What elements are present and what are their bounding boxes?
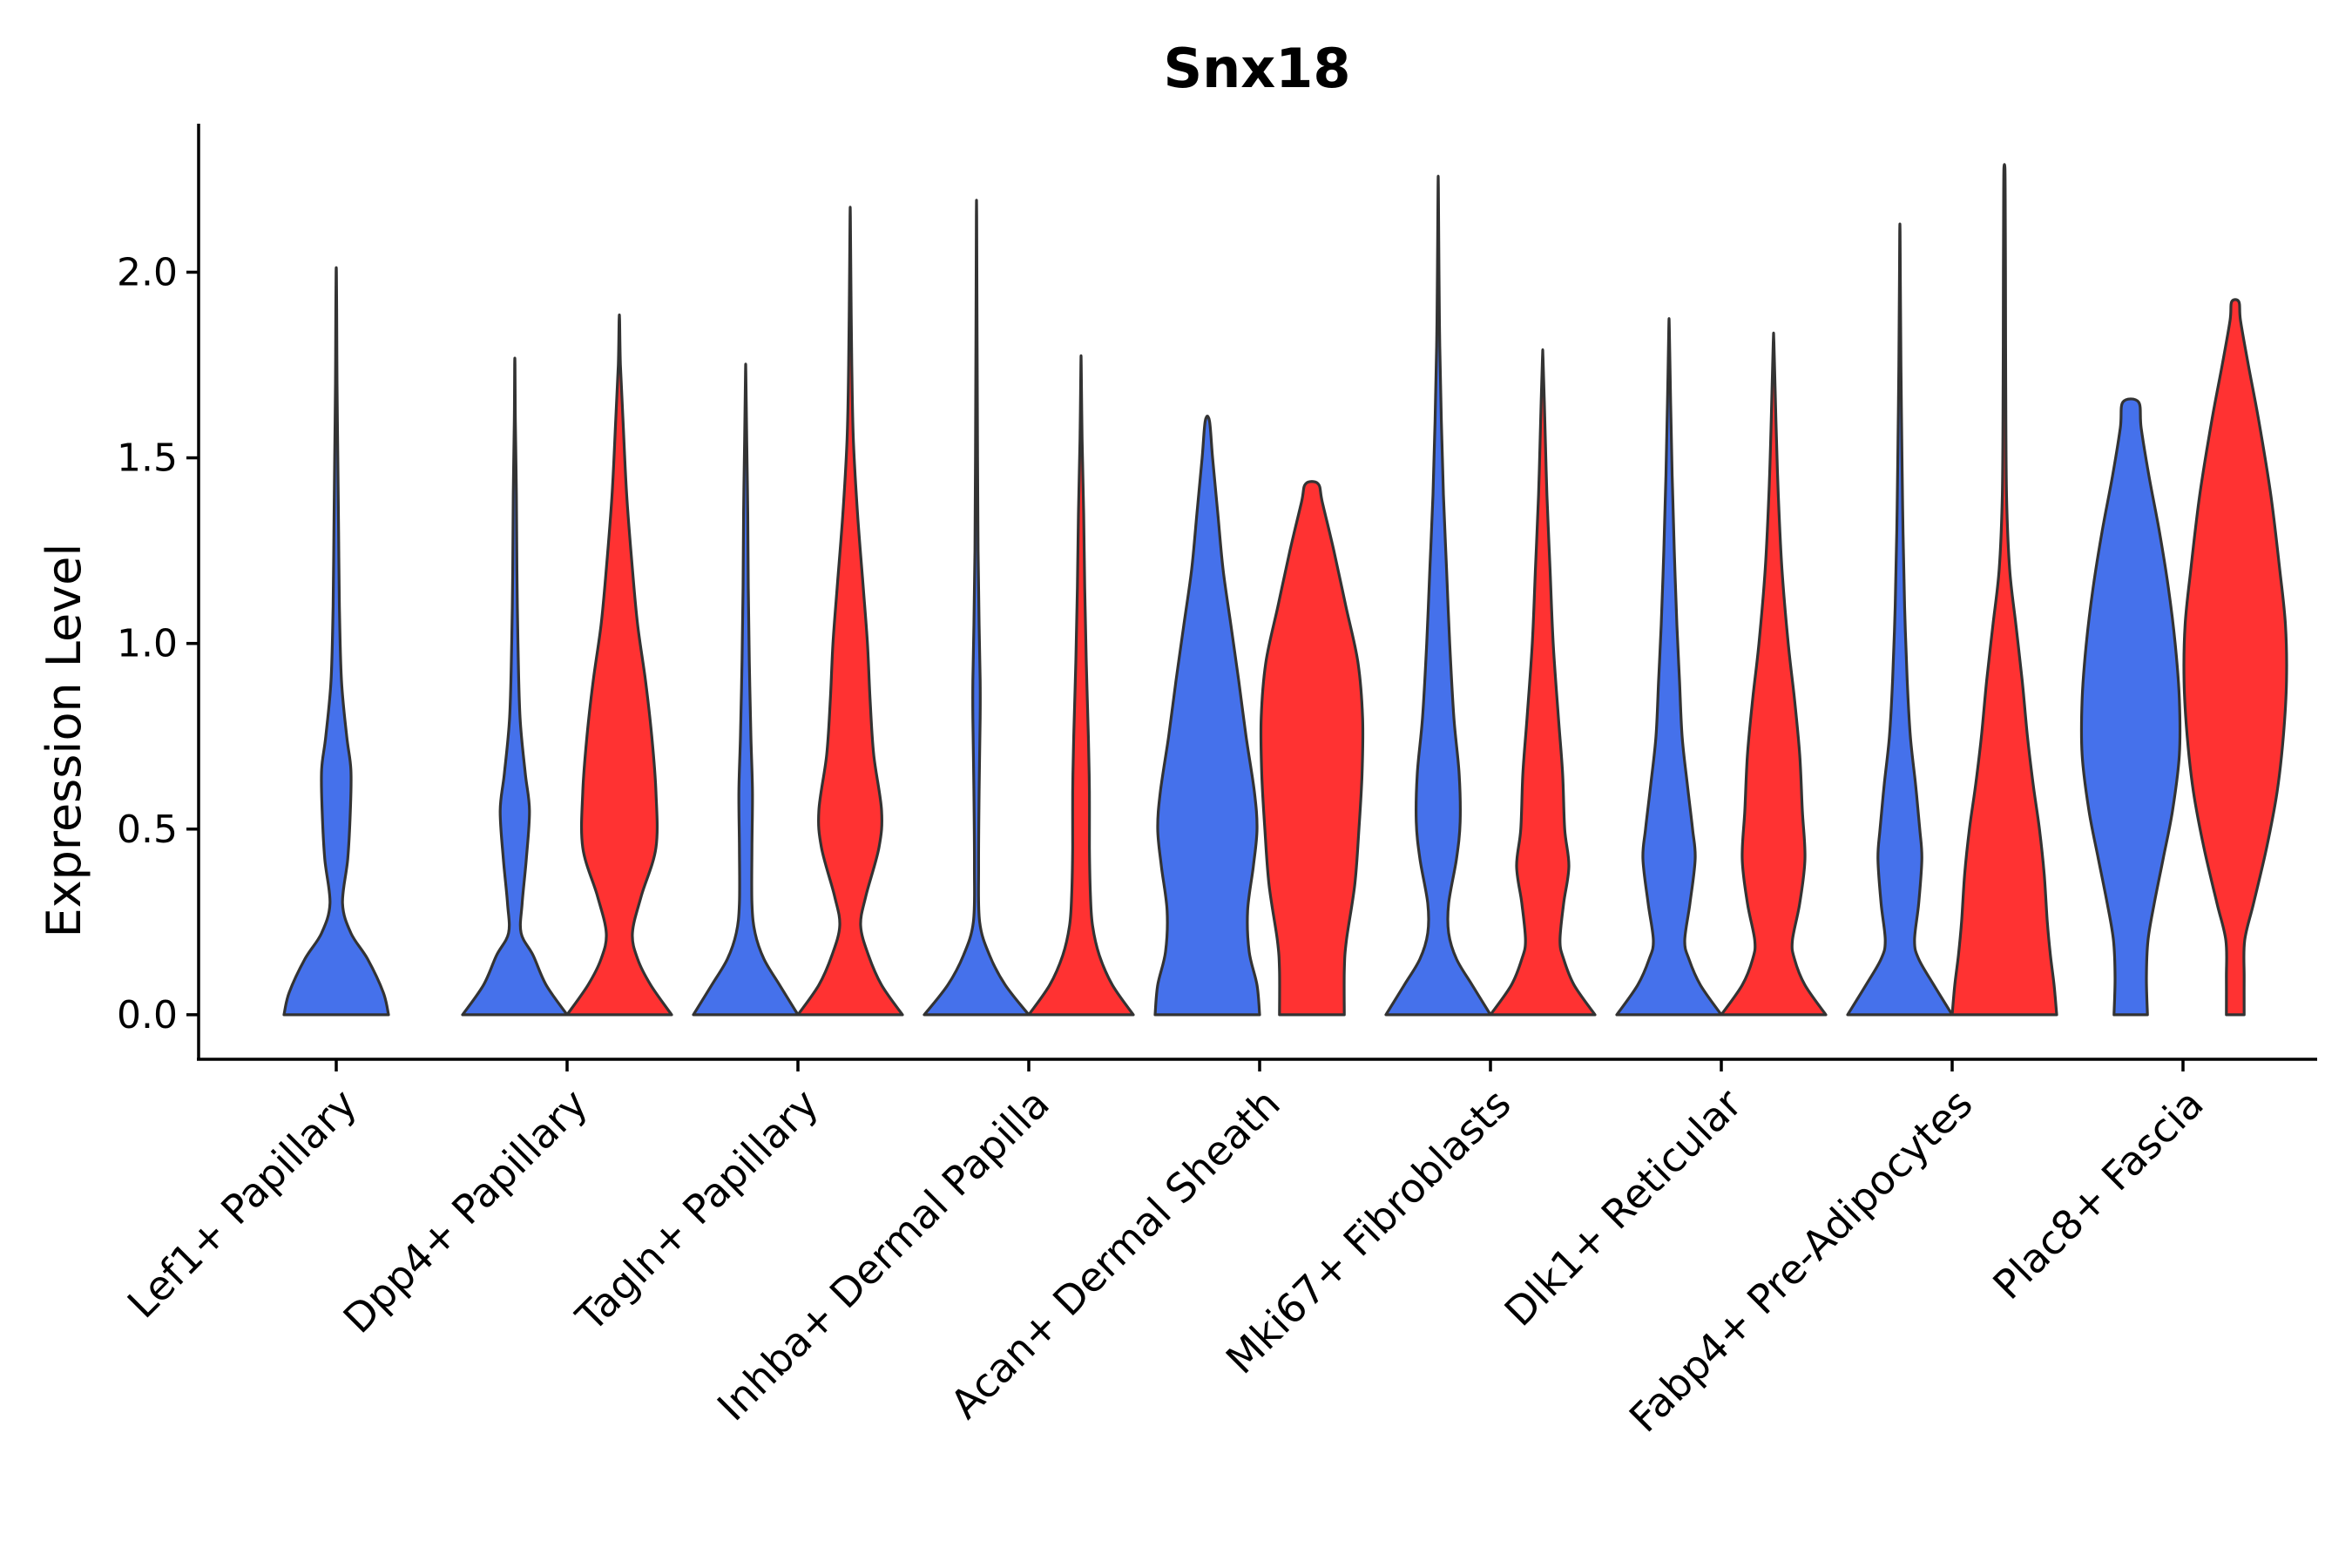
violin-inhba-dermal-papilla-group2	[1027, 354, 1135, 1017]
x-tick-label-dpp4-papillary: Dpp4+ Papillary	[335, 1080, 597, 1342]
y-tick-label: 0.5	[117, 808, 178, 852]
violin-dlk1-reticular-group1	[1615, 317, 1723, 1017]
y-axis-label: Expression Level	[37, 544, 91, 938]
y-tick-label: 0.0	[117, 993, 178, 1037]
violin-mki67-fibroblasts-group1	[1384, 174, 1492, 1017]
y-tick-label: 1.0	[117, 622, 178, 666]
x-tick-label-tagln-papillary: Tagln+ Papillary	[566, 1080, 828, 1342]
x-tick-label-lef1-papillary: Lef1+ Papillary	[118, 1080, 366, 1328]
violin-mki67-fibroblasts-group2	[1489, 348, 1597, 1017]
violin-dlk1-reticular-group2	[1720, 331, 1828, 1017]
chart-title: Snx18	[1163, 37, 1350, 100]
violin-dpp4-papillary-group2	[565, 313, 673, 1017]
violin-lef1-papillary-group1	[282, 266, 390, 1017]
violin-plac8-fascia-group1	[2079, 397, 2182, 1017]
x-tick-label-dlk1-reticular: Dlk1+ Reticular	[1496, 1080, 1751, 1335]
violin-fabp4-pre-adipocytes-group1	[1846, 222, 1954, 1017]
y-tick-label: 2.0	[117, 250, 178, 294]
y-ticks: 0.0 0.5 1.0 1.5 2.0	[117, 250, 199, 1037]
violin-plac8-fascia-group2	[2182, 298, 2288, 1017]
violin-tagln-papillary-group1	[692, 362, 800, 1017]
violin-tagln-papillary-group2	[796, 206, 904, 1017]
violin-acan-dermal-sheath-group1	[1153, 415, 1261, 1017]
violin-inhba-dermal-papilla-group1	[923, 199, 1031, 1017]
violin-acan-dermal-sheath-group2	[1259, 480, 1365, 1017]
y-tick-label: 1.5	[117, 436, 178, 481]
violin-dpp4-papillary-group1	[461, 356, 569, 1017]
violin-layer	[282, 163, 2288, 1017]
x-tick-label-plac8-fascia: Plac8+ Fascia	[1984, 1080, 2212, 1308]
violin-fabp4-pre-adipocytes-group2	[1950, 163, 2058, 1017]
axes	[197, 124, 2317, 1061]
